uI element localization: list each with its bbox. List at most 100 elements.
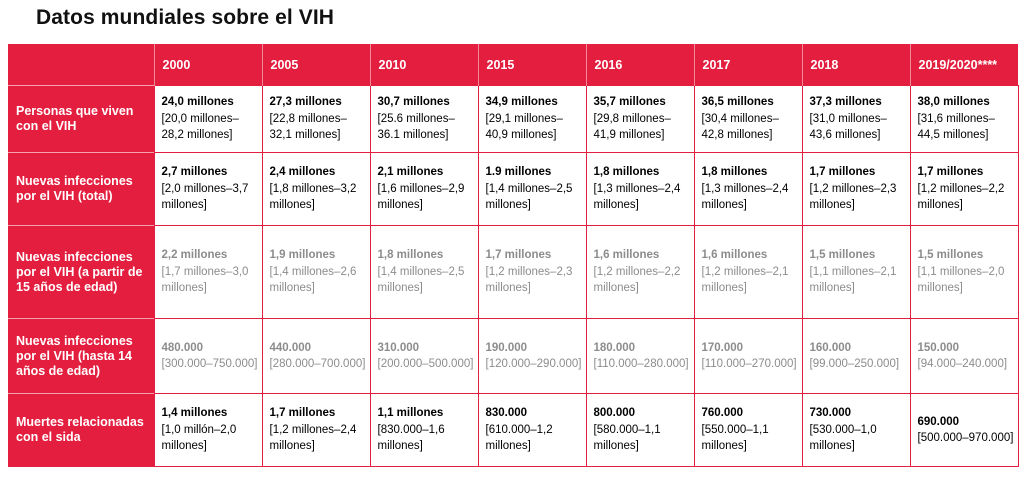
cell-range: [1,2 millones–2,3 millones] — [809, 182, 897, 212]
cell-value: 760.000 — [701, 407, 744, 420]
cell-value: 1,5 millones — [809, 249, 876, 262]
cell-value: 1,7 millones — [269, 407, 336, 420]
cell-range: [30,4 millones–42,8 millones] — [701, 112, 779, 142]
table-row: Nuevas infecciones por el VIH (total) 2,… — [8, 152, 1019, 226]
cell-range: [1,4 millones–2,5 millones] — [377, 265, 465, 295]
data-cell: 440.000 [280.000–700.000] — [261, 318, 371, 394]
data-cell: 150.000 [94.000–240.000] — [909, 318, 1019, 394]
year-header-row: 2000 2005 2010 2015 2016 2017 2018 2019/… — [8, 44, 1018, 86]
cell-range: [110.000–270.000] — [701, 358, 797, 370]
cell-range: [94.000–240.000] — [917, 358, 1008, 370]
hiv-data-table: 2000 2005 2010 2015 2016 2017 2018 2019/… — [8, 44, 1019, 467]
row-label: Personas que viven con el VIH — [8, 85, 154, 153]
cell-value: 1.9 millones — [485, 166, 552, 179]
data-cell: 1,5 millones [1,1 millones–2,0 millones] — [909, 225, 1019, 319]
cell-value: 730.000 — [809, 407, 852, 420]
cell-range: [1,2 millones–2,2 millones] — [593, 265, 681, 295]
cell-value: 24,0 millones — [161, 96, 234, 109]
data-cell: 1,8 millones [1,3 millones–2,4 millones] — [585, 152, 695, 226]
data-cell: 1,6 millones [1,2 millones–2,2 millones] — [585, 225, 695, 319]
cell-value: 1,8 millones — [377, 249, 444, 262]
cell-value: 1,7 millones — [485, 249, 552, 262]
cell-range: [2,0 millones–3,7 millones] — [161, 182, 249, 212]
year-header: 2017 — [693, 44, 802, 86]
cell-range: [31,6 millones–44,5 millones] — [917, 112, 995, 142]
cell-value: 1,8 millones — [701, 166, 768, 179]
data-cell: 30,7 millones [25.6 millones–36.1 millone… — [369, 85, 479, 153]
data-cell: 190.000 [120.000–290.000] — [477, 318, 587, 394]
year-header: 2005 — [261, 44, 370, 86]
cell-value: 310.000 — [377, 341, 420, 354]
table-row: Personas que viven con el VIH 24,0 millo… — [8, 85, 1019, 153]
table-row: Nuevas infecciones por el VIH (a partir … — [8, 225, 1019, 319]
cell-range: [1,4 millones–2,6 millones] — [269, 265, 357, 295]
cell-value: 170.000 — [701, 341, 744, 354]
data-cell: 160.000 [99.000–250.000] — [801, 318, 911, 394]
cell-range: [99.000–250.000] — [809, 358, 900, 370]
cell-value: 1,5 millones — [917, 249, 984, 262]
cell-range: [22,8 millones–32,1 millones] — [269, 112, 347, 142]
cell-range: [1,6 millones–2,9 millones] — [377, 182, 465, 212]
data-cell: 800.000 [580.000–1,1 millones] — [585, 393, 695, 467]
data-cell: 1,8 millones [1,4 millones–2,5 millones] — [369, 225, 479, 319]
data-cell: 1,5 millones [1,1 millones–2,1 millones] — [801, 225, 911, 319]
cell-value: 180.000 — [593, 341, 636, 354]
row-label: Nuevas infecciones por el VIH (hasta 14 … — [8, 318, 154, 394]
cell-range: [1,8 millones–3,2 millones] — [269, 182, 357, 212]
data-cell: 37,3 millones [31,0 millones–43,6 millone… — [801, 85, 911, 153]
cell-value: 2,1 millones — [377, 166, 444, 179]
cell-range: [20,0 millones–28,2 millones] — [161, 112, 239, 142]
cell-value: 1,7 millones — [917, 166, 984, 179]
year-header: 2000 — [153, 44, 262, 86]
page-title: Datos mundiales sobre el VIH — [36, 6, 335, 29]
cell-value: 830.000 — [485, 407, 528, 420]
cell-range: [1,2 millones–2,3 millones] — [485, 265, 573, 295]
cell-value: 1,9 millones — [269, 249, 336, 262]
row-label: Muertes relacionadas con el sida — [8, 393, 154, 467]
data-cell: 1,9 millones [1,4 millones–2,6 millones] — [261, 225, 371, 319]
year-header: 2010 — [369, 44, 478, 86]
cell-range: [280.000–700.000] — [269, 358, 366, 370]
cell-value: 150.000 — [917, 341, 960, 354]
cell-value: 690.000 — [917, 415, 960, 428]
data-cell: 760.000 [550.000–1,1 millones] — [693, 393, 803, 467]
data-cell: 38,0 millones [31,6 millones–44,5 millone… — [909, 85, 1019, 153]
cell-value: 35,7 millones — [593, 96, 666, 109]
data-cell: 1,1 millones [830.000–1,6 millones] — [369, 393, 479, 467]
cell-value: 190.000 — [485, 341, 528, 354]
data-cell: 24,0 millones [20,0 millones–28,2 millone… — [153, 85, 263, 153]
data-cell: 1,6 millones [1,2 millones–2,1 millones] — [693, 225, 803, 319]
cell-value: 38,0 millones — [917, 96, 990, 109]
cell-range: [1,1 millones–2,1 millones] — [809, 265, 897, 295]
year-header: 2015 — [477, 44, 586, 86]
cell-value: 480.000 — [161, 341, 204, 354]
cell-range: [830.000–1,6 millones] — [377, 423, 445, 453]
cell-range: [1,2 millones–2,4 millones] — [269, 423, 357, 453]
data-cell: 1,7 millones [1,2 millones–2,3 millones] — [477, 225, 587, 319]
cell-range: [530.000–1,0 millones] — [809, 423, 877, 453]
cell-value: 27,3 millones — [269, 96, 342, 109]
cell-value: 2,7 millones — [161, 166, 228, 179]
cell-range: [120.000–290.000] — [485, 358, 582, 370]
corner-cell — [8, 44, 154, 86]
cell-range: [1,2 millones–2,2 millones] — [917, 182, 1005, 212]
cell-range: [200.000–500.000] — [377, 358, 474, 370]
data-cell: 2,4 millones [1,8 millones–3,2 millones] — [261, 152, 371, 226]
cell-range: [1,3 millones–2,4 millones] — [593, 182, 681, 212]
data-cell: 310.000 [200.000–500.000] — [369, 318, 479, 394]
cell-value: 1,4 millones — [161, 407, 228, 420]
data-cell: 2,7 millones [2,0 millones–3,7 millones] — [153, 152, 263, 226]
cell-value: 160.000 — [809, 341, 852, 354]
cell-range: [580.000–1,1 millones] — [593, 423, 661, 453]
data-cell: 830.000 [610.000–1,2 millones] — [477, 393, 587, 467]
table-row: Muertes relacionadas con el sida 1,4 mil… — [8, 393, 1019, 467]
cell-value: 37,3 millones — [809, 96, 882, 109]
row-label: Nuevas infecciones por el VIH (total) — [8, 152, 154, 226]
cell-value: 2,4 millones — [269, 166, 336, 179]
cell-value: 1,1 millones — [377, 407, 444, 420]
data-cell: 730.000 [530.000–1,0 millones] — [801, 393, 911, 467]
data-cell: 1,8 millones [1,3 millones–2,4 millones] — [693, 152, 803, 226]
data-cell: 1.9 millones [1,4 millones–2,5 millones] — [477, 152, 587, 226]
cell-range: [1,2 millones–2,1 millones] — [701, 265, 789, 295]
year-header: 2018 — [801, 44, 910, 86]
